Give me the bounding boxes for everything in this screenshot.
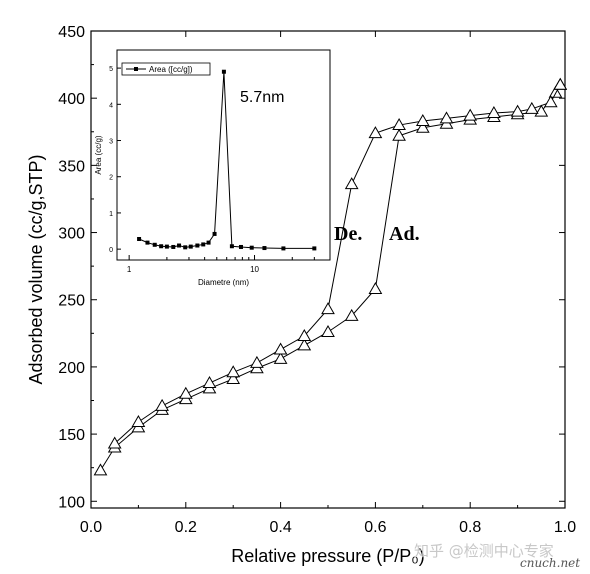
triangle-marker bbox=[250, 355, 264, 368]
inset-legend-label: Area ([cc/g]) bbox=[149, 65, 193, 74]
inset-plot: 1 10 0 1 2 3 4 5 Diametre (nm) Area (cc/g) Area ([… bbox=[94, 49, 331, 287]
square-marker bbox=[238, 244, 243, 249]
y-tick-label: 350 bbox=[58, 158, 85, 175]
triangle-marker bbox=[415, 114, 430, 127]
triangle-marker bbox=[548, 85, 563, 98]
inset-y-tick-label: 4 bbox=[109, 102, 113, 109]
square-marker bbox=[177, 243, 182, 248]
main-plot: 0.0 0.2 0.4 0.6 0.8 1.01001502002503003504004… bbox=[26, 24, 576, 566]
square-marker bbox=[212, 231, 217, 236]
triangle-marker bbox=[463, 108, 478, 121]
square-marker bbox=[312, 246, 317, 251]
peak-annotation: 5.7nm bbox=[240, 89, 284, 106]
triangle-marker bbox=[392, 118, 406, 131]
y-tick-label: 200 bbox=[58, 360, 85, 377]
triangle-marker bbox=[131, 414, 146, 428]
triangle-marker bbox=[510, 104, 525, 117]
watermark-text: 知乎 @检测中心专家 bbox=[414, 542, 554, 560]
inset-y-tick-label: 1 bbox=[109, 211, 113, 218]
triangle-marker bbox=[297, 338, 312, 351]
triangle-marker bbox=[107, 436, 122, 449]
inset-y-tick-label: 5 bbox=[109, 66, 113, 73]
inset-legend-box bbox=[121, 62, 211, 76]
inset-x-axis-title: Diametre (nm) bbox=[198, 278, 249, 287]
triangle-marker bbox=[93, 463, 108, 476]
triangle-marker bbox=[553, 77, 568, 90]
x-tick-label: 0.2 bbox=[175, 519, 197, 536]
triangle-marker bbox=[344, 177, 359, 190]
triangle-marker bbox=[344, 308, 359, 321]
triangle-marker bbox=[202, 376, 217, 389]
triangle-marker bbox=[487, 105, 501, 118]
square-marker bbox=[171, 244, 176, 249]
annotation-desorption: De. bbox=[334, 223, 362, 245]
square-marker bbox=[159, 244, 164, 249]
x-axis-title: Relative pressure (P/P₀) bbox=[231, 546, 425, 566]
inset-y-tick-label: 2 bbox=[109, 175, 113, 182]
triangle-marker bbox=[368, 126, 383, 139]
annotation-adsorption: Ad. bbox=[389, 223, 420, 245]
square-marker bbox=[183, 245, 188, 250]
y-tick-label: 300 bbox=[58, 226, 85, 243]
square-marker bbox=[281, 246, 286, 251]
triangle-marker bbox=[178, 386, 193, 399]
square-marker bbox=[221, 69, 226, 74]
x-tick-label: 0.6 bbox=[364, 519, 386, 536]
inset-legend-marker bbox=[134, 67, 138, 71]
inset-y-tick-label: 3 bbox=[109, 139, 113, 146]
triangle-marker bbox=[439, 111, 454, 124]
square-marker bbox=[201, 242, 206, 247]
inset-y-axis-title: Area (cc/g) bbox=[94, 135, 103, 174]
square-marker bbox=[195, 243, 200, 248]
triangle-marker bbox=[297, 329, 312, 342]
square-marker bbox=[164, 244, 169, 249]
y-axis-title: Adsorbed volume (cc/g,STP) bbox=[26, 154, 46, 384]
square-marker bbox=[249, 245, 254, 250]
inset-x-tick-label: 1 bbox=[127, 265, 132, 274]
square-marker bbox=[206, 240, 211, 245]
triangle-marker bbox=[524, 101, 539, 114]
square-marker bbox=[137, 237, 142, 241]
isotherm-line bbox=[100, 84, 561, 471]
triangle-marker bbox=[321, 302, 335, 315]
x-tick-label: 1.0 bbox=[554, 519, 576, 536]
inset-y-tick-label: 0 bbox=[109, 247, 113, 254]
triangle-marker bbox=[273, 342, 288, 355]
x-tick-label: 0.4 bbox=[269, 519, 291, 536]
triangle-marker bbox=[226, 365, 241, 378]
y-tick-label: 400 bbox=[58, 91, 85, 108]
triangle-marker bbox=[155, 398, 169, 411]
triangle-marker bbox=[392, 128, 406, 141]
y-tick-label: 250 bbox=[58, 293, 85, 310]
triangle-marker bbox=[368, 281, 383, 294]
square-marker bbox=[188, 244, 193, 249]
x-tick-label: 0.0 bbox=[80, 519, 102, 536]
watermark-domain: cnuch.net bbox=[520, 556, 581, 570]
y-tick-label: 450 bbox=[58, 24, 85, 41]
square-marker bbox=[262, 246, 267, 251]
inset-x-tick-label: 10 bbox=[250, 265, 259, 274]
square-marker bbox=[152, 242, 157, 247]
triangle-marker bbox=[321, 324, 335, 337]
triangle-marker bbox=[273, 351, 288, 364]
y-tick-label: 150 bbox=[58, 427, 85, 444]
square-marker bbox=[229, 244, 234, 249]
triangle-marker bbox=[415, 120, 430, 133]
square-marker bbox=[145, 240, 150, 245]
triangle-marker bbox=[226, 372, 241, 385]
triangle-marker bbox=[543, 95, 558, 108]
y-tick-label: 100 bbox=[58, 494, 85, 511]
x-tick-label: 0.8 bbox=[459, 519, 481, 536]
